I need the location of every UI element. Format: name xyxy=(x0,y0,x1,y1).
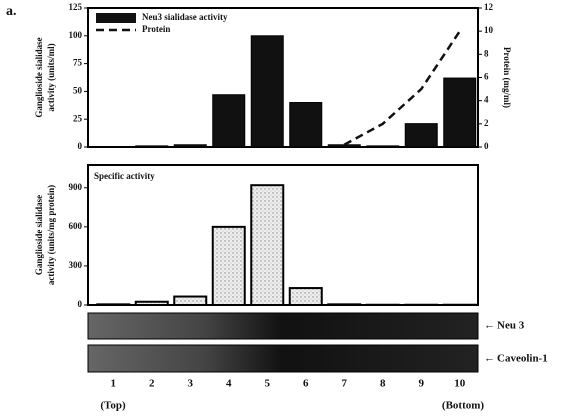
x-note: (Top) xyxy=(100,400,126,412)
y-axis-label: Ganglioside sialidase xyxy=(34,195,44,275)
y-tick-label: 0 xyxy=(78,141,83,151)
blot-arrow: ← xyxy=(484,353,495,365)
y-tick-label: 600 xyxy=(69,221,83,231)
y2-tick-label: 6 xyxy=(484,72,489,82)
x-tick-label: 4 xyxy=(226,378,232,390)
y2-tick-label: 0 xyxy=(484,141,489,151)
x-tick-label: 8 xyxy=(380,378,386,390)
bar xyxy=(290,103,322,147)
bar xyxy=(251,36,283,147)
x-tick-label: 10 xyxy=(454,378,466,390)
y-tick-label: 100 xyxy=(69,30,83,40)
blot-label: Caveolin-1 xyxy=(497,353,548,365)
bar xyxy=(136,302,168,305)
bar xyxy=(328,304,360,305)
bar xyxy=(174,297,206,305)
y-tick-label: 125 xyxy=(69,2,83,12)
y2-tick-label: 10 xyxy=(484,25,494,35)
y-tick-label: 900 xyxy=(69,182,83,192)
x-note: (Bottom) xyxy=(442,400,484,412)
bar xyxy=(290,288,322,305)
x-tick-label: 2 xyxy=(149,378,155,390)
legend-label: Neu3 sialidase activity xyxy=(142,12,228,22)
y-tick-label: 25 xyxy=(73,113,83,123)
x-tick-label: 6 xyxy=(303,378,309,390)
y-tick-label: 0 xyxy=(78,299,83,309)
y2-tick-label: 12 xyxy=(484,2,494,12)
y-axis-label: activity (units/ml) xyxy=(46,43,56,111)
y-axis-label: activity (units/mg protein) xyxy=(46,185,56,285)
bar xyxy=(328,145,360,147)
x-tick-label: 3 xyxy=(188,378,194,390)
y-tick-label: 50 xyxy=(73,85,83,95)
y-tick-label: 75 xyxy=(73,58,83,68)
y-tick-label: 300 xyxy=(69,260,83,270)
y2-tick-label: 2 xyxy=(484,118,489,128)
legend-swatch xyxy=(96,13,136,23)
y2-tick-label: 8 xyxy=(484,48,489,58)
bar xyxy=(444,78,476,147)
blot-caveolin xyxy=(88,345,478,372)
bar xyxy=(97,304,129,305)
bar xyxy=(136,146,168,147)
x-tick-label: 1 xyxy=(111,378,117,390)
bar xyxy=(251,185,283,305)
figure: a. ← Neu 3 ← Caveolin-1 (Top) (Bottom) 0… xyxy=(0,0,561,418)
line xyxy=(344,31,460,145)
legend-label: Specific activity xyxy=(94,171,155,181)
blot-label: Neu 3 xyxy=(497,320,525,332)
blot-neu3 xyxy=(88,313,478,339)
legend-label: Protein xyxy=(142,24,170,34)
bar xyxy=(213,95,245,147)
panel-label: a. xyxy=(6,4,17,19)
bar xyxy=(213,227,245,305)
y2-tick-label: 4 xyxy=(484,95,489,105)
blot-arrow: ← xyxy=(484,320,495,332)
y-axis-label: Ganglioside sialidase xyxy=(34,37,44,117)
bar xyxy=(405,124,437,147)
x-tick-label: 7 xyxy=(342,378,348,390)
bar xyxy=(174,145,206,147)
y2-axis-label: Protein (mg/ml) xyxy=(502,47,512,108)
bar xyxy=(367,146,399,147)
x-tick-label: 9 xyxy=(419,378,425,390)
x-tick-label: 5 xyxy=(265,378,271,390)
